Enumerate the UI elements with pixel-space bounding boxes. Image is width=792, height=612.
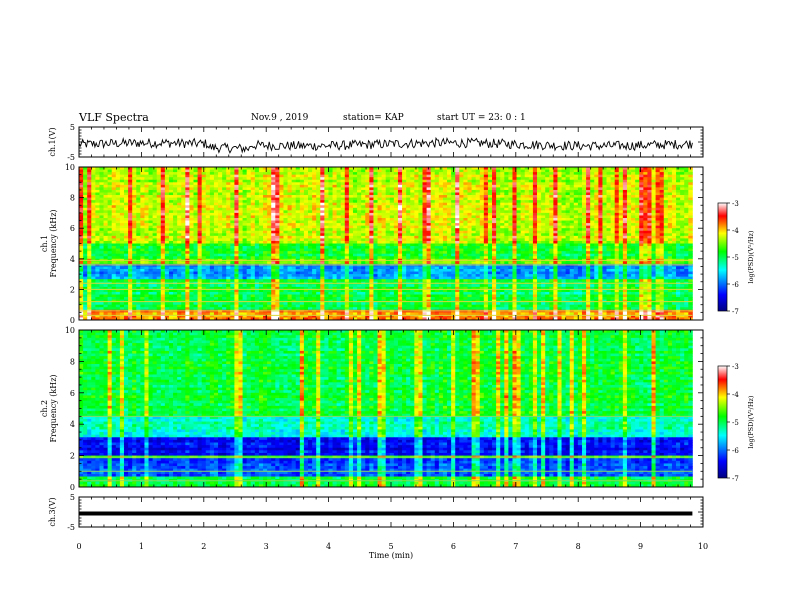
colorbar-tick-label: -7 xyxy=(732,308,739,316)
y-tick-label: -5 xyxy=(67,523,75,532)
y-tick-label: 6 xyxy=(70,389,75,398)
spectrogram-1 xyxy=(79,167,693,321)
x-tick-label: 5 xyxy=(388,542,393,551)
y-tick-label: 6 xyxy=(70,224,75,233)
y-tick-label: 4 xyxy=(70,420,75,429)
colorbar-tick-label: -5 xyxy=(732,254,739,262)
y-tick-label: 10 xyxy=(65,326,75,335)
x-tick-label: 0 xyxy=(76,542,81,551)
colorbar-tick-label: -4 xyxy=(732,227,739,235)
colorbar-tick-label: -3 xyxy=(732,200,739,208)
colorbar-1 xyxy=(717,202,728,312)
colorbar-label: log(PSD)(V²/Hz) xyxy=(747,395,755,448)
y-tick-label: 8 xyxy=(70,194,75,203)
x-axis-label: Time (min) xyxy=(369,551,413,560)
x-tick-label: 10 xyxy=(698,542,708,551)
x-tick-label: 9 xyxy=(638,542,643,551)
date-label: Nov.9 , 2019 xyxy=(251,113,309,123)
y-axis-label: ch.3(V) xyxy=(48,497,57,526)
y-tick-label: 4 xyxy=(70,255,75,264)
y-tick-label: 0 xyxy=(70,483,75,492)
colorbar-tick-label: -7 xyxy=(732,475,739,483)
x-tick-label: 4 xyxy=(326,542,331,551)
colorbar-tick-label: -5 xyxy=(732,419,739,427)
y-axis-label: Frequency (kHz) xyxy=(49,374,58,442)
spectrogram-2 xyxy=(79,330,693,488)
start-time-label: start UT = 23: 0 : 1 xyxy=(437,113,526,123)
y-tick-label: 10 xyxy=(65,163,75,172)
colorbar-tick-label: -6 xyxy=(732,281,739,289)
y-axis-label: Frequency (kHz) xyxy=(49,209,58,277)
colorbar-label: log(PSD)(V²/Hz) xyxy=(747,230,755,283)
x-tick-label: 3 xyxy=(264,542,269,551)
figure-title: VLF Spectra xyxy=(79,111,149,124)
y-tick-label: -5 xyxy=(67,153,75,162)
y-axis-label: ch.2 xyxy=(40,400,49,417)
x-tick-label: 2 xyxy=(201,542,206,551)
station-label: station= KAP xyxy=(343,113,404,123)
x-tick-label: 7 xyxy=(513,542,518,551)
y-tick-label: 5 xyxy=(70,123,75,132)
colorbar-2 xyxy=(717,365,728,479)
y-tick-label: 8 xyxy=(70,357,75,366)
y-tick-label: 2 xyxy=(70,285,75,294)
y-tick-label: 0 xyxy=(70,316,75,325)
x-tick-label: 1 xyxy=(139,542,144,551)
colorbar-tick-label: -4 xyxy=(732,391,739,399)
x-tick-label: 6 xyxy=(451,542,456,551)
y-axis-label: ch.1 xyxy=(40,235,49,252)
y-tick-label: 2 xyxy=(70,452,75,461)
colorbar-tick-label: -6 xyxy=(732,447,739,455)
y-tick-label: 5 xyxy=(70,493,75,502)
x-tick-label: 8 xyxy=(576,542,581,551)
colorbar-tick-label: -3 xyxy=(732,363,739,371)
ch1-waveform-line xyxy=(78,136,693,154)
y-axis-label: ch.1(V) xyxy=(48,127,57,156)
